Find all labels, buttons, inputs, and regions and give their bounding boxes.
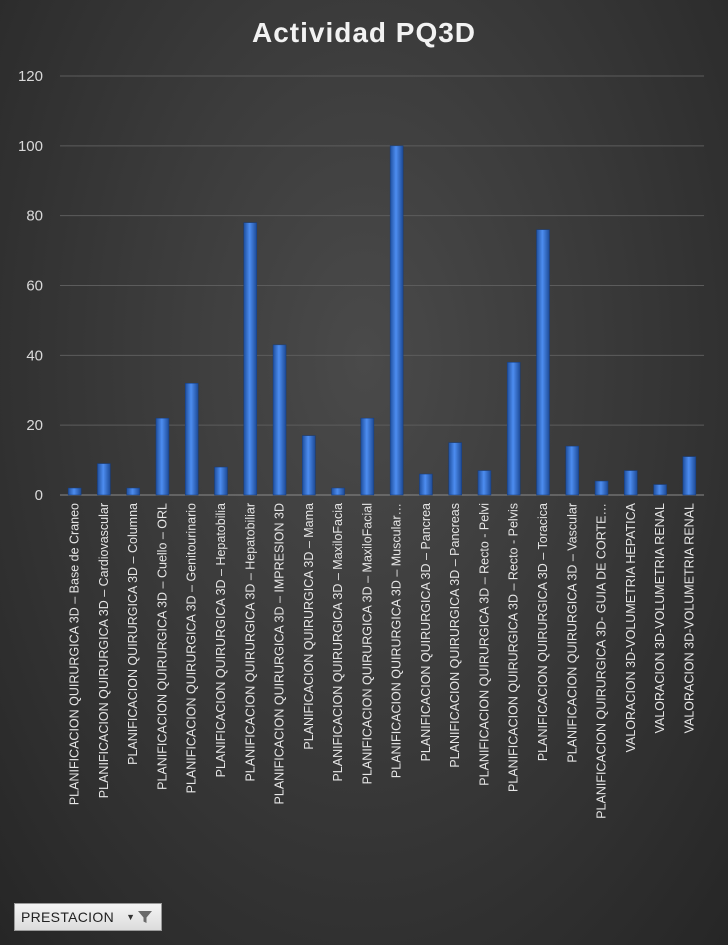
y-tick-label: 0: [35, 487, 43, 504]
bar: [331, 487, 345, 496]
bar: [536, 229, 550, 496]
x-tick-label: PLANIFICACION QUIRURGICA 3D – Genitourin…: [185, 503, 199, 793]
bar: [653, 484, 667, 496]
bar: [155, 417, 170, 496]
y-tick-label: 60: [26, 278, 43, 295]
x-tick-label: PLANIFICACION QUIRURGICA 3D – Base de Cr…: [68, 503, 82, 805]
y-tick-label: 80: [26, 208, 43, 225]
bar: [594, 480, 609, 496]
bar: [243, 222, 258, 496]
x-tick-label: PLANIFICACION QUIRURGICA 3D – Columna: [126, 503, 140, 765]
bar: [389, 145, 404, 496]
x-axis-tick-labels: PLANIFICACION QUIRURGICA 3D – Base de Cr…: [68, 502, 697, 818]
x-tick-label: PLANIFICACION QUIRURGICA 3D – Recto - Pe…: [477, 503, 491, 786]
x-tick-label: PLANIFICACION QUIRURGICA 3D – Hepatobili…: [214, 503, 228, 777]
bar: [477, 470, 492, 496]
bars: [67, 145, 697, 496]
bar: [272, 344, 287, 496]
bar: [97, 463, 111, 496]
x-tick-label: PLANIFICACION QUIRURGICA 3D – Hepatobili…: [243, 503, 257, 782]
bar: [506, 362, 521, 496]
x-tick-label: PLANIFICACION QUIRURGICA 3D – MaxiloFaci…: [360, 503, 374, 784]
x-tick-label: VALORACION 3D-VOLUMETRIA HEPATICA: [624, 502, 638, 752]
prestacion-filter-button[interactable]: PRESTACION ▼: [14, 903, 162, 931]
x-tick-label: PLANIFICACION QUIRURGICA 3D – Cuello – O…: [155, 503, 169, 790]
x-tick-label: VALORACION 3D-VOLUMETRIA RENAL: [682, 503, 696, 733]
bar: [302, 435, 316, 496]
filter-label: PRESTACION: [21, 909, 114, 925]
x-tick-label: PLANIFICACION QUIRURGICA 3D – Toracica: [536, 503, 550, 761]
bar: [419, 473, 433, 496]
x-tick-label: PLANIFICACION QUIRURGICA 3D – MaxiloFaci…: [331, 503, 345, 782]
bar: [67, 487, 82, 496]
y-tick-label: 100: [18, 138, 43, 155]
x-tick-label: VALORACION 3D-VOLUMETRIA RENAL: [653, 503, 667, 733]
bar: [126, 487, 140, 496]
bar: [565, 445, 580, 496]
dropdown-arrow-icon: ▼: [126, 912, 135, 922]
bar: [184, 383, 199, 496]
x-tick-label: PLANIFICACION QUIRURGICA 3D – IMPRESION …: [273, 503, 287, 804]
y-tick-label: 20: [26, 417, 43, 434]
x-tick-label: PLANIFICACION QUIRURGICA 3D – Muscular…: [390, 503, 404, 778]
x-tick-label: PLANIFICACION QUIRURGICA 3D – Pancrea: [419, 503, 433, 761]
x-tick-label: PLANIFICACION QUIRURGICA 3D – Vascular: [565, 503, 579, 763]
x-tick-label: PLANIFICACION QUIRURGICA 3D – Pancreas: [448, 503, 462, 768]
bar: [624, 470, 638, 496]
bar: [360, 417, 375, 496]
bar: [214, 466, 228, 496]
x-tick-label: PLANIFICACION QUIRURGICA 3D – Mama: [302, 503, 316, 750]
bar: [448, 442, 462, 496]
funnel-icon: [137, 909, 153, 925]
bar: [682, 456, 697, 496]
x-tick-label: PLANIFICACION QUIRURGICA 3D – Cardiovasc…: [97, 503, 111, 798]
y-axis-ticks: 0 20 40 60 80 100 120: [18, 68, 43, 504]
x-tick-label: PLANIFICACION QUIRURGICA 3D- GUIA DE COR…: [595, 503, 609, 819]
x-tick-label: PLANIFICACION QUIRURGICA 3D – Recto - Pe…: [507, 503, 521, 792]
y-tick-label: 40: [26, 347, 43, 364]
chart-title: Actividad PQ3D: [252, 17, 476, 48]
y-tick-label: 120: [18, 68, 43, 85]
